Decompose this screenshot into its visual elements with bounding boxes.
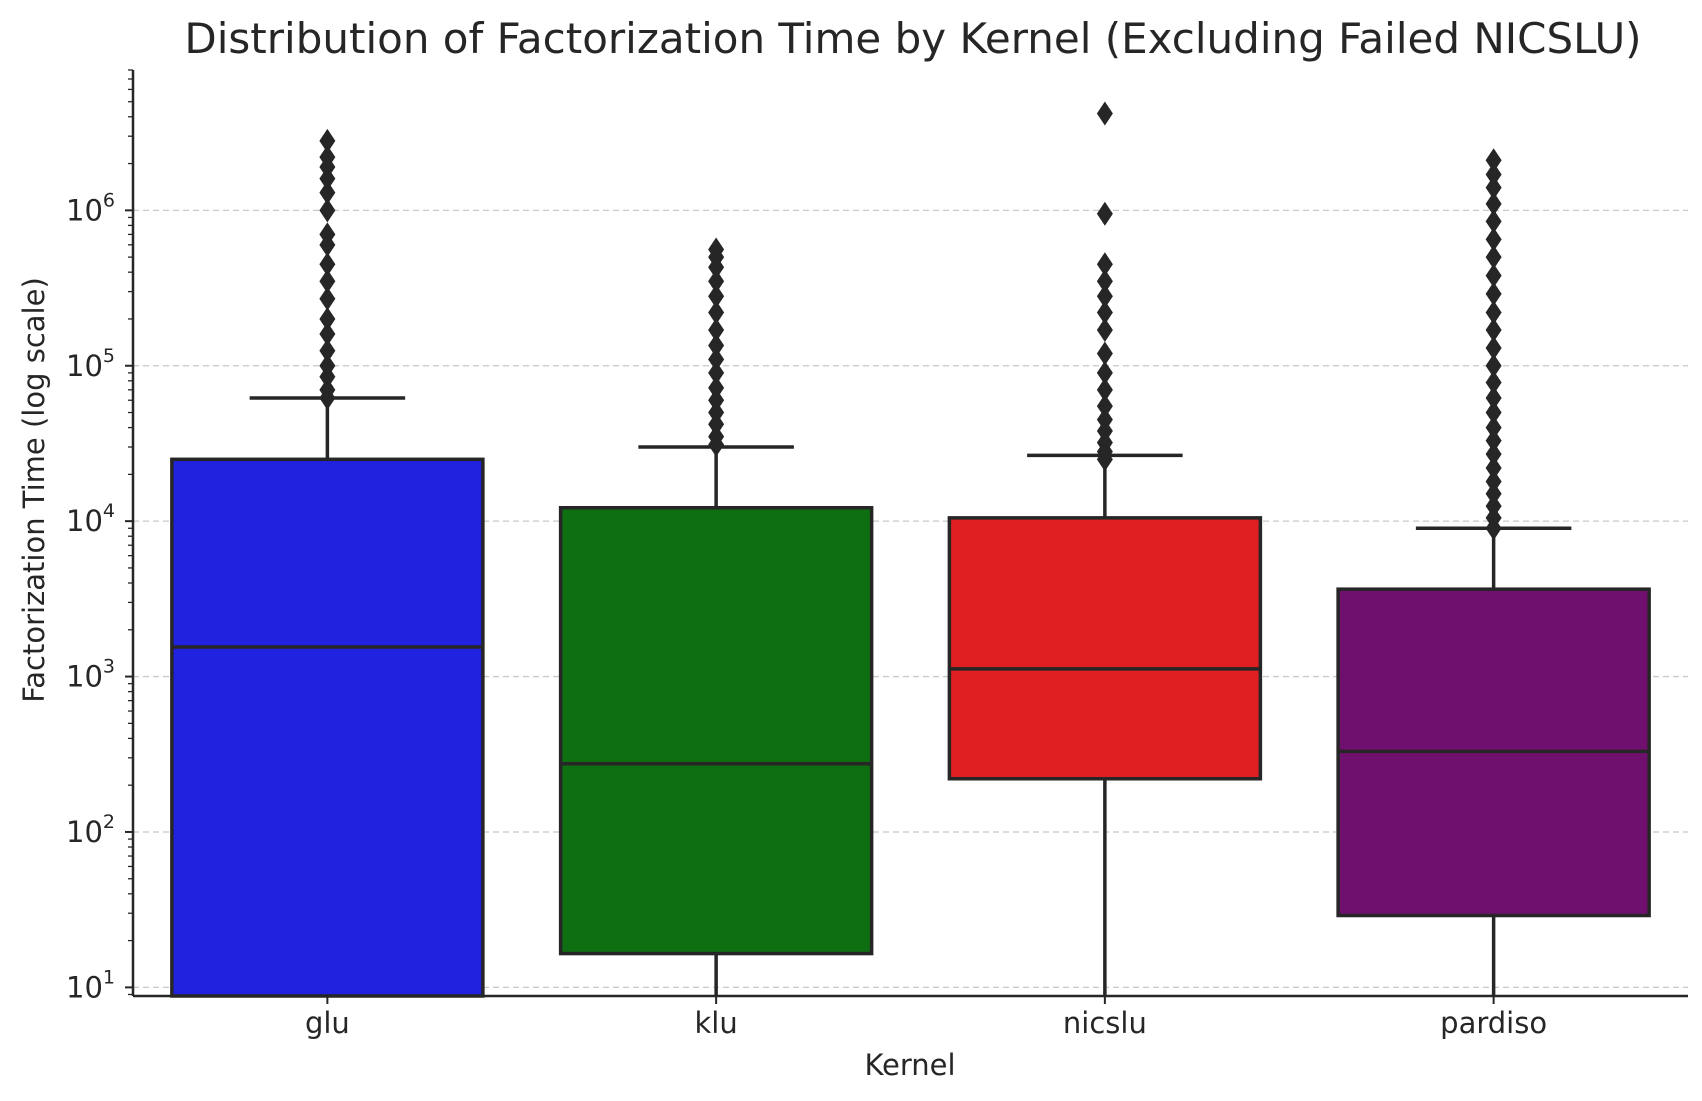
y-tick-label: 103 — [66, 656, 115, 694]
outlier-point — [1096, 341, 1113, 366]
outlier-point — [319, 145, 336, 170]
outlier-point — [1485, 370, 1502, 395]
outlier-point — [319, 338, 336, 363]
outlier-point — [1096, 252, 1113, 277]
box-series — [170, 101, 1651, 998]
outlier-point — [1485, 481, 1502, 506]
outlier-point — [708, 424, 725, 449]
x-axis-label: Kernel — [864, 1048, 955, 1082]
outlier-point — [1096, 407, 1113, 432]
outlier-point — [319, 198, 336, 223]
x-tick-label-klu: klu — [695, 1006, 738, 1040]
outlier-point — [1096, 377, 1113, 402]
outlier-point — [1096, 394, 1113, 419]
box-glu — [170, 128, 485, 998]
outlier-point — [708, 388, 725, 413]
box-pardiso — [1336, 148, 1651, 996]
outlier-point — [1485, 400, 1502, 425]
outlier-point — [319, 180, 336, 205]
outlier-point — [1485, 300, 1502, 325]
x-tick-labels: glu klu nicslu pardiso — [305, 1006, 1547, 1040]
y-tick-label: 105 — [66, 345, 115, 383]
outlier-point — [1485, 227, 1502, 252]
outlier-point — [708, 237, 725, 262]
outlier-point — [319, 269, 336, 294]
outlier-point — [708, 400, 725, 425]
box-nicslu — [947, 101, 1263, 996]
outlier-point — [1096, 269, 1113, 294]
outlier-point — [319, 286, 336, 311]
outlier-point — [708, 269, 725, 294]
outlier-point — [1485, 386, 1502, 411]
outlier-point — [1485, 469, 1502, 494]
outlier-point — [1485, 175, 1502, 200]
outlier-point — [1485, 281, 1502, 306]
y-tick-label: 106 — [66, 189, 115, 227]
outlier-point — [708, 333, 725, 358]
outlier-point — [319, 222, 336, 247]
outlier-point — [1485, 442, 1502, 467]
outlier-point — [708, 347, 725, 372]
chart-title: Distribution of Factorization Time by Ke… — [184, 14, 1641, 63]
outlier-point — [708, 375, 725, 400]
outlier-point — [319, 252, 336, 277]
y-tick-label: 102 — [66, 811, 115, 849]
x-tick-label-pardiso: pardiso — [1440, 1006, 1547, 1040]
outlier-point — [1096, 201, 1113, 226]
outlier-point — [1485, 455, 1502, 480]
y-tick-labels: 101 102 103 104 105 106 — [66, 189, 115, 1004]
outlier-point — [319, 322, 336, 347]
outlier-point — [708, 360, 725, 385]
y-axis-label: Factorization Time (log scale) — [17, 277, 51, 703]
outlier-point — [1485, 148, 1502, 173]
axes — [125, 69, 1688, 1004]
outlier-point — [1485, 209, 1502, 234]
outlier-point — [1096, 317, 1113, 342]
iqr-box — [170, 457, 485, 998]
outlier-point — [1485, 245, 1502, 270]
iqr-box — [558, 505, 874, 956]
outlier-point — [1485, 415, 1502, 440]
outlier-point — [319, 306, 336, 331]
outlier-point — [708, 300, 725, 325]
outlier-point — [1485, 336, 1502, 361]
y-tick-label: 101 — [66, 966, 115, 1004]
y-tick-label: 104 — [66, 500, 115, 538]
outlier-point — [319, 353, 336, 378]
outlier-point — [1485, 162, 1502, 187]
box-klu — [558, 237, 874, 996]
x-tick-label-glu: glu — [305, 1006, 350, 1040]
outlier-point — [1485, 317, 1502, 342]
outlier-point — [1485, 494, 1502, 519]
outlier-point — [1096, 101, 1113, 126]
outlier-point — [1485, 428, 1502, 453]
x-tick-label-nicslu: nicslu — [1063, 1006, 1147, 1040]
outlier-point — [708, 284, 725, 309]
outlier-point — [1096, 360, 1113, 385]
outlier-point — [1096, 284, 1113, 309]
outlier-point — [319, 377, 336, 402]
outlier-point — [1096, 300, 1113, 325]
outlier-point — [1485, 263, 1502, 288]
outlier-point — [708, 317, 725, 342]
outlier-point — [319, 128, 336, 153]
outlier-point — [1485, 353, 1502, 378]
outlier-point — [1485, 191, 1502, 216]
iqr-box — [947, 516, 1263, 781]
